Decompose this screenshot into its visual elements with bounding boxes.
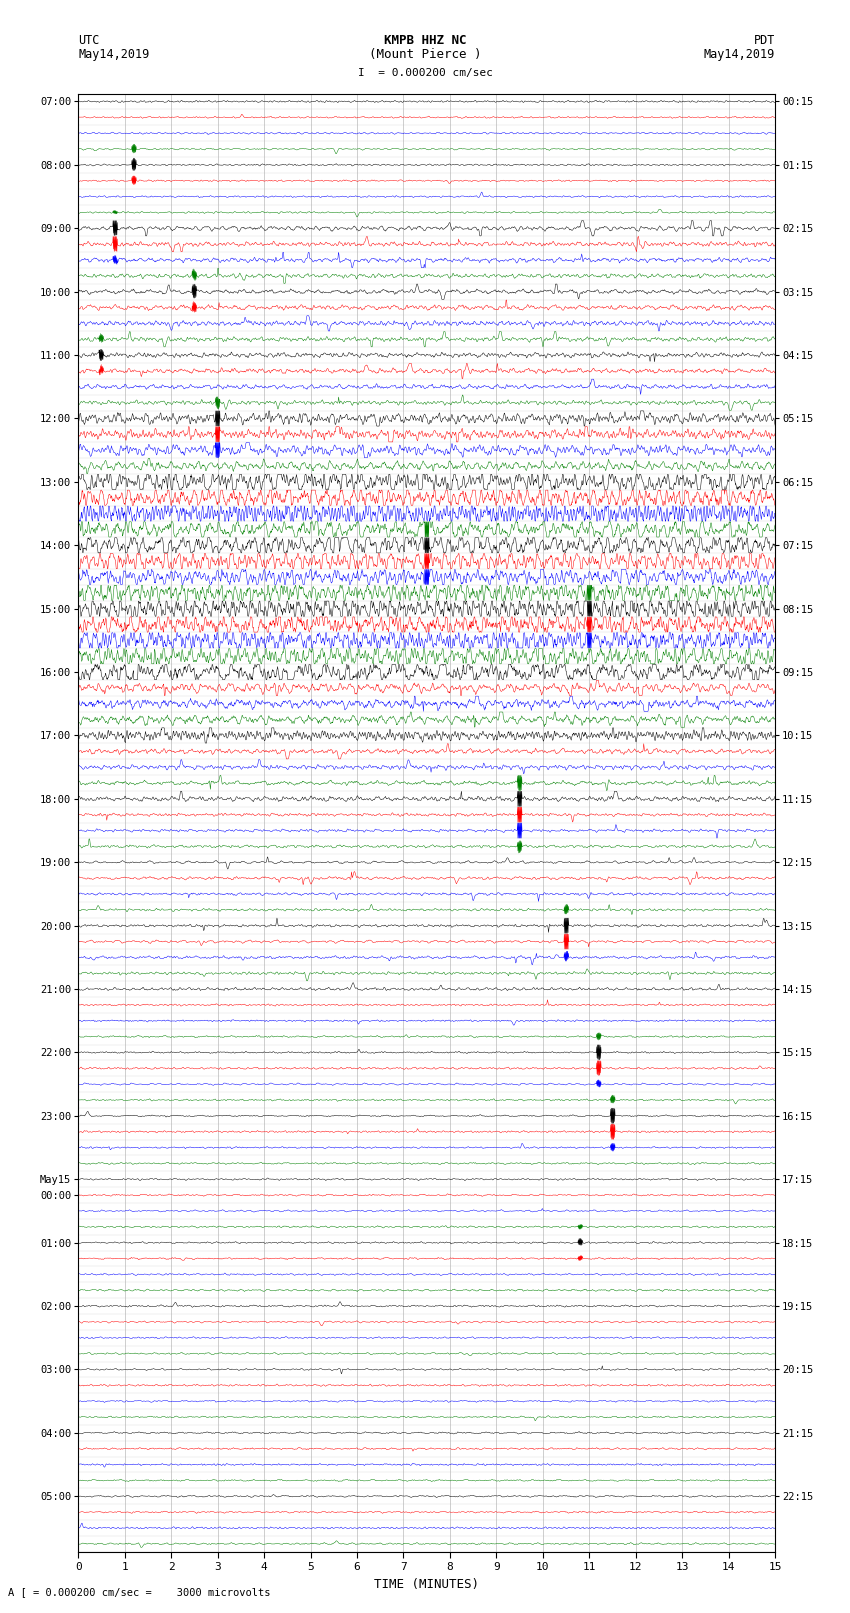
Text: KMPB HHZ NC: KMPB HHZ NC [383, 34, 467, 47]
Text: PDT: PDT [754, 34, 775, 47]
Text: May14,2019: May14,2019 [78, 48, 150, 61]
Text: May14,2019: May14,2019 [704, 48, 775, 61]
Text: A [ = 0.000200 cm/sec =    3000 microvolts: A [ = 0.000200 cm/sec = 3000 microvolts [8, 1587, 271, 1597]
Text: (Mount Pierce ): (Mount Pierce ) [369, 48, 481, 61]
Text: I  = 0.000200 cm/sec: I = 0.000200 cm/sec [358, 68, 492, 77]
X-axis label: TIME (MINUTES): TIME (MINUTES) [374, 1578, 479, 1590]
Text: UTC: UTC [78, 34, 99, 47]
